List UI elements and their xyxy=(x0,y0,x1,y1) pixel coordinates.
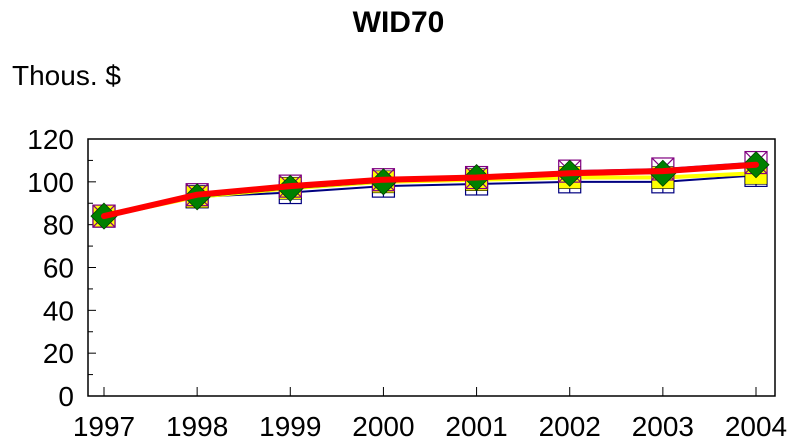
x-tick-label: 2001 xyxy=(445,411,507,442)
series-line xyxy=(101,161,759,220)
x-tick-label: 2003 xyxy=(632,411,694,442)
x-tick-label: 1999 xyxy=(259,411,321,442)
x-tick-label: 2000 xyxy=(352,411,414,442)
y-tick-label: 0 xyxy=(58,381,74,412)
y-tick-label: 120 xyxy=(27,124,74,155)
x-tick-label: 1997 xyxy=(73,411,135,442)
series-5 xyxy=(101,161,759,220)
y-tick-label: 20 xyxy=(43,338,74,369)
x-tick-label: 2004 xyxy=(725,411,787,442)
chart-title: WID70 xyxy=(352,6,445,39)
y-tick-label: 60 xyxy=(43,253,74,284)
tick-labels: 0 20 40 60 80 100 120 1997 1998 1999 2000 2001 2002 2… xyxy=(27,124,787,442)
x-tick-label: 1998 xyxy=(166,411,228,442)
series-group xyxy=(90,150,770,230)
series-4 xyxy=(90,151,770,230)
y-tick-label: 40 xyxy=(43,295,74,326)
axes xyxy=(87,138,776,397)
y-tick-label: 80 xyxy=(43,210,74,241)
y-axis-unit-label: Thous. $ xyxy=(12,60,121,91)
y-tick-label: 100 xyxy=(27,167,74,198)
x-tick-label: 2002 xyxy=(539,411,601,442)
